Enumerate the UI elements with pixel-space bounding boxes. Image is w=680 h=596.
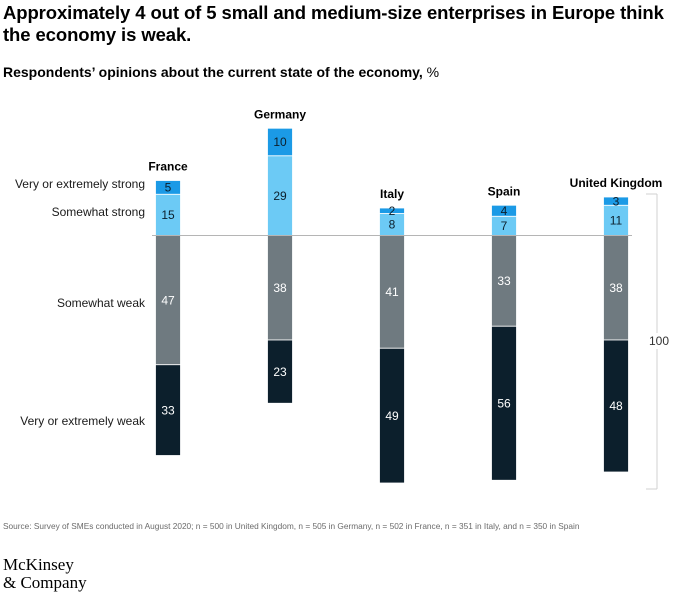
bar-france-somewhat-strong — [155, 193, 181, 236]
bar-france-very-or-extremely-strong — [155, 180, 181, 195]
subtitle-text: Respondents’ opinions about the current … — [3, 64, 423, 80]
category-label-spain: Spain — [488, 184, 521, 198]
bar-united-kingdom-very-or-extremely-strong — [603, 196, 629, 206]
value-label-germany-very-or-extremely-strong: 10 — [273, 135, 287, 149]
category-label-italy: Italy — [380, 187, 404, 201]
row-label-somewhat-weak: Somewhat weak — [57, 296, 146, 310]
category-label-united-kingdom: United Kingdom — [570, 176, 663, 190]
bar-germany-very-or-extremely-strong — [267, 127, 293, 157]
value-label-italy-very-or-extremely-weak: 49 — [385, 409, 399, 423]
value-label-italy-somewhat-weak: 41 — [385, 285, 399, 299]
bar-italy-very-or-extremely-strong — [379, 207, 405, 214]
value-label-france-very-or-extremely-weak: 33 — [161, 403, 175, 417]
bar-italy-somewhat-weak — [379, 235, 405, 349]
value-label-france-very-or-extremely-strong: 5 — [165, 181, 172, 195]
bracket-label-background — [648, 333, 670, 349]
value-label-united-kingdom-somewhat-weak: 38 — [609, 281, 623, 295]
category-label-france: France — [148, 160, 188, 174]
logo-line-1: McKinsey — [3, 555, 74, 574]
bar-spain-very-or-extremely-weak — [491, 325, 517, 481]
bracket-label: 100 — [649, 334, 669, 348]
row-label-very-or-extremely-strong: Very or extremely strong — [15, 177, 145, 191]
bar-germany-somewhat-weak — [267, 235, 293, 341]
value-label-germany-somewhat-strong: 29 — [273, 189, 287, 203]
value-label-spain-very-or-extremely-weak: 56 — [497, 396, 511, 410]
row-label-somewhat-strong: Somewhat strong — [52, 205, 145, 219]
value-label-italy-very-or-extremely-strong: 2 — [389, 204, 396, 218]
bar-france-somewhat-weak — [155, 235, 181, 366]
value-label-italy-somewhat-strong: 8 — [389, 218, 396, 232]
bar-france-very-or-extremely-weak — [155, 364, 181, 456]
row-label-very-or-extremely-weak: Very or extremely weak — [20, 414, 146, 428]
value-label-spain-somewhat-weak: 33 — [497, 274, 511, 288]
bar-germany-very-or-extremely-weak — [267, 339, 293, 404]
value-label-france-somewhat-strong: 15 — [161, 208, 175, 222]
chart-title: Approximately 4 out of 5 small and mediu… — [3, 2, 664, 45]
value-label-united-kingdom-somewhat-strong: 11 — [610, 214, 623, 228]
value-label-spain-somewhat-strong: 7 — [501, 219, 508, 233]
value-label-spain-very-or-extremely-strong: 4 — [501, 204, 508, 218]
bar-united-kingdom-very-or-extremely-weak — [603, 339, 629, 473]
category-label-germany: Germany — [254, 107, 306, 121]
value-label-united-kingdom-very-or-extremely-weak: 48 — [609, 399, 623, 413]
value-label-germany-somewhat-weak: 38 — [273, 281, 287, 295]
chart-subtitle: Respondents’ opinions about the current … — [3, 64, 439, 80]
logo-line-2: & Company — [3, 573, 87, 592]
source-note: Source: Survey of SMEs conducted in Augu… — [3, 521, 580, 531]
value-label-france-somewhat-weak: 47 — [161, 293, 175, 307]
bar-spain-very-or-extremely-strong — [491, 204, 517, 217]
diverging-stacked-bar-chart: 15 5 47 33 France 29 10 38 23 Germany 82 41 49 Italy 7… — [15, 107, 670, 490]
mckinsey-logo: McKinsey & Company — [3, 556, 87, 592]
bar-germany-somewhat-strong — [267, 155, 293, 236]
value-label-united-kingdom-very-or-extremely-strong: 3 — [613, 194, 620, 208]
bar-italy-very-or-extremely-weak — [379, 347, 405, 484]
bar-spain-somewhat-weak — [491, 235, 517, 327]
value-label-germany-very-or-extremely-weak: 23 — [273, 365, 287, 379]
subtitle-unit: % — [426, 64, 440, 80]
bar-united-kingdom-somewhat-strong — [603, 204, 629, 236]
